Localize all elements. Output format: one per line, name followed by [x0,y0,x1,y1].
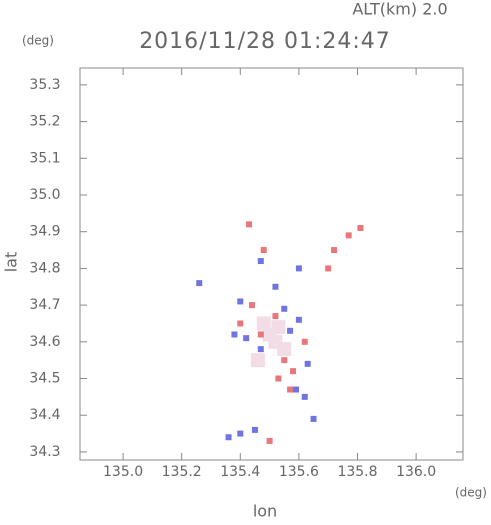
data-point [287,386,294,393]
data-point [250,353,265,368]
x-tick-label: 135.2 [162,464,202,480]
data-point [237,320,244,327]
data-point [249,302,256,309]
data-point [257,258,264,265]
x-tick-label: 136.0 [396,464,436,480]
y-tick-label: 34.7 [29,297,60,313]
data-point [251,426,258,433]
y-tick-label: 34.6 [29,334,60,350]
data-point [231,331,238,338]
altitude-label: ALT(km) 2.0 [352,0,447,19]
data-point [271,320,286,335]
data-point [290,368,297,375]
data-point [281,357,288,364]
data-point [331,247,338,254]
data-point [256,316,271,331]
data-point [301,338,308,345]
x-unit: (deg) [455,486,487,500]
y-tick-label: 34.8 [29,260,60,276]
data-point [357,225,364,232]
chart-title: 2016/11/28 01:24:47 [139,29,391,54]
data-point [237,430,244,437]
y-tick-label: 35.0 [29,187,60,203]
data-point [325,265,332,272]
data-point [272,283,279,290]
x-tick-label: 135.8 [337,464,377,480]
data-point [304,360,311,367]
x-tick-label: 135.6 [279,464,319,480]
data-point [196,280,203,287]
data-point [275,375,282,382]
y-axis-label: lat [2,252,21,273]
x-tick-label: 135.0 [103,464,143,480]
y-tick-label: 35.2 [29,114,60,130]
x-tick-label: 135.4 [220,464,260,480]
y-tick-label: 35.1 [29,150,60,166]
data-point [295,316,302,323]
data-point [266,437,273,444]
x-axis-label: lon [253,502,277,521]
data-point [272,313,279,320]
data-point [246,221,253,228]
plot-frame [79,67,464,461]
y-tick-label: 34.3 [29,444,60,460]
data-point [277,342,292,357]
data-point [301,393,308,400]
y-tick-label: 34.5 [29,371,60,387]
data-point [310,415,317,422]
y-tick-label: 34.9 [29,224,60,240]
data-point [257,331,264,338]
data-point [225,434,232,441]
data-point [295,265,302,272]
data-point [292,386,299,393]
data-point [287,327,294,334]
data-point [237,298,244,305]
data-point [243,335,250,342]
data-point [345,232,352,239]
y-tick-label: 35.3 [29,77,60,93]
data-point [281,305,288,312]
y-unit: (deg) [22,34,54,48]
data-point [257,346,264,353]
data-point [260,247,267,254]
y-tick-label: 34.4 [29,407,60,423]
